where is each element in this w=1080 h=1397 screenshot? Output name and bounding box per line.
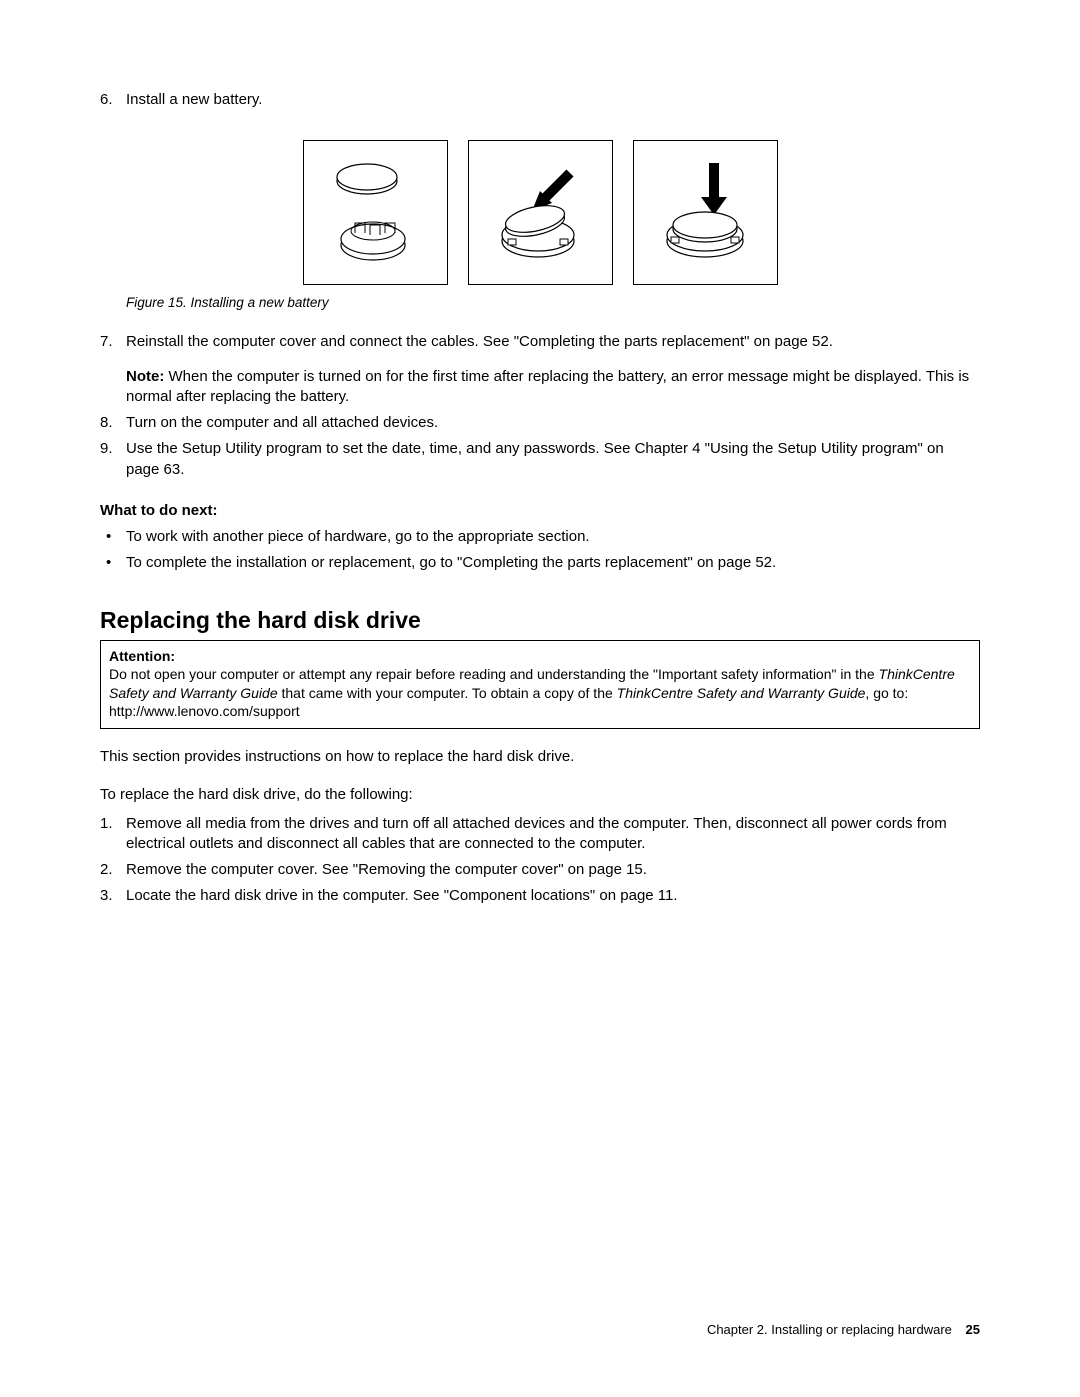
note-text: When the computer is turned on for the f… xyxy=(126,368,969,405)
step-7: 7. Reinstall the computer cover and conn… xyxy=(126,332,980,407)
attention-url: http://www.lenovo.com/support xyxy=(109,703,300,719)
attention-label: Attention: xyxy=(109,648,175,664)
step-text: Reinstall the computer cover and connect… xyxy=(126,333,833,350)
step-6: 6. Install a new battery. xyxy=(126,90,980,110)
footer-page-number: 25 xyxy=(966,1322,980,1337)
hdd-step-1: 1. Remove all media from the drives and … xyxy=(126,814,980,855)
step-text: Remove the computer cover. See "Removing… xyxy=(126,861,647,878)
page-footer: Chapter 2. Installing or replacing hardw… xyxy=(707,1322,980,1337)
step-number: 2. xyxy=(100,860,113,880)
section-lead: To replace the hard disk drive, do the f… xyxy=(100,785,980,805)
step-text: Remove all media from the drives and tur… xyxy=(126,815,947,852)
section-title: Replacing the hard disk drive xyxy=(100,607,980,634)
step-number: 1. xyxy=(100,814,113,834)
figure-panel-3 xyxy=(633,140,778,285)
figure-caption: Figure 15. Installing a new battery xyxy=(126,295,980,310)
attention-box: Attention: Do not open your computer or … xyxy=(100,640,980,729)
hdd-step-3: 3. Locate the hard disk drive in the com… xyxy=(126,886,980,906)
step-number: 8. xyxy=(100,413,113,433)
figure-row xyxy=(100,140,980,285)
attention-text-1: Do not open your computer or attempt any… xyxy=(109,666,879,682)
section-intro: This section provides instructions on ho… xyxy=(100,747,980,767)
battery-and-holder-icon xyxy=(315,153,435,273)
step-number: 3. xyxy=(100,886,113,906)
step-text: Locate the hard disk drive in the comput… xyxy=(126,887,678,904)
footer-chapter: Chapter 2. Installing or replacing hardw… xyxy=(707,1322,952,1337)
step-text: Turn on the computer and all attached de… xyxy=(126,414,438,431)
battery-press-down-icon xyxy=(645,153,765,273)
steps-list-top: 6. Install a new battery. xyxy=(100,90,980,110)
step-text: Use the Setup Utility program to set the… xyxy=(126,440,944,477)
attention-text-3: , go to: xyxy=(865,685,908,701)
figure-panel-1 xyxy=(303,140,448,285)
step-9: 9. Use the Setup Utility program to set … xyxy=(126,439,980,480)
what-next-list: To work with another piece of hardware, … xyxy=(100,527,980,574)
step-text: Install a new battery. xyxy=(126,91,262,108)
note-label: Note: xyxy=(126,368,164,385)
next-bullet-1: To work with another piece of hardware, … xyxy=(126,527,980,547)
document-page: 6. Install a new battery. xyxy=(0,0,1080,1397)
what-next-heading: What to do next: xyxy=(100,502,980,519)
step-number: 9. xyxy=(100,439,113,459)
hdd-steps: 1. Remove all media from the drives and … xyxy=(100,814,980,907)
figure-panel-2 xyxy=(468,140,613,285)
hdd-step-2: 2. Remove the computer cover. See "Remov… xyxy=(126,860,980,880)
step-number: 7. xyxy=(100,332,113,352)
next-bullet-2: To complete the installation or replacem… xyxy=(126,553,980,573)
step-number: 6. xyxy=(100,90,113,110)
step-8: 8. Turn on the computer and all attached… xyxy=(126,413,980,433)
attention-ital-2: ThinkCentre Safety and Warranty Guide xyxy=(617,685,866,701)
steps-list-bottom: 7. Reinstall the computer cover and conn… xyxy=(100,332,980,480)
attention-text-2: that came with your computer. To obtain … xyxy=(278,685,617,701)
battery-insert-angle-icon xyxy=(480,153,600,273)
